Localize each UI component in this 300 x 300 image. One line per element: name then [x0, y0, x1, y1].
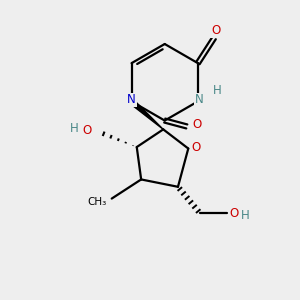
Text: O: O [193, 118, 202, 131]
Text: O: O [211, 24, 220, 37]
Text: H: H [70, 122, 78, 135]
Text: CH₃: CH₃ [87, 196, 106, 206]
Polygon shape [130, 99, 163, 129]
Text: H: H [240, 209, 249, 222]
Text: N: N [127, 93, 136, 106]
Text: H: H [213, 84, 222, 97]
Text: N: N [195, 93, 204, 106]
Text: O: O [82, 124, 91, 137]
Text: O: O [229, 207, 239, 220]
Text: O: O [191, 141, 200, 154]
